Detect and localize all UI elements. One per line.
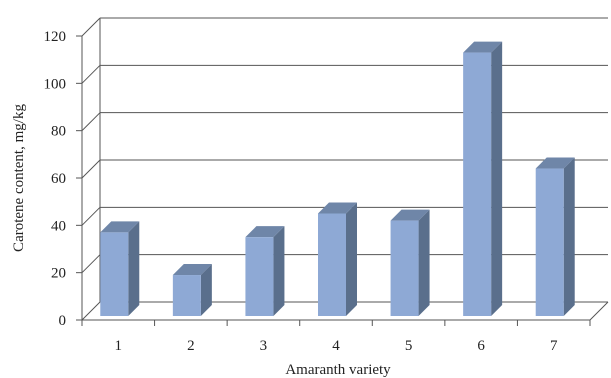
bar-top [172,264,212,276]
y-axis-label: Carotene content, mg/kg [11,104,27,252]
x-tick-label: 4 [332,338,340,354]
bar-side [128,221,140,316]
side-gridline-120 [81,17,101,37]
bar-front [172,275,201,316]
x-tick-label: 1 [115,338,123,354]
bar-front [245,237,274,316]
x-tick-label: 5 [405,338,413,354]
bar-top [390,209,430,221]
x-tick-label: 3 [260,338,268,354]
bar-4 [318,202,357,316]
side-gridline-80 [81,112,101,132]
bar-front [318,213,346,316]
floor-right-edge [589,301,609,321]
y-tick-label: 100 [44,76,67,92]
y-tick-label: 60 [51,171,66,187]
x-tick-label: 2 [187,338,195,354]
bar-front [100,232,129,316]
bar-5 [390,209,430,316]
x-axis-label: Amaranth variety [285,362,391,378]
bar-1 [100,221,140,316]
bar-top [100,221,140,233]
y-tick-label: 80 [51,124,66,140]
bar-side [418,209,430,316]
bar-top [318,202,357,214]
y-tick-label: 120 [44,29,67,45]
bar-top [245,226,285,238]
bar-7 [535,157,575,316]
y-tick-label: 0 [59,313,67,329]
bar-side [346,202,357,316]
y-tick-label: 40 [51,218,66,234]
x-tick-label: 7 [550,338,558,354]
bar-front [463,52,492,317]
side-gridline-0 [81,301,101,321]
bar-side [273,226,285,316]
x-tick-label: 6 [477,338,485,354]
bar-2 [172,264,212,316]
side-gridline-100 [81,64,101,84]
bars-layer [100,41,575,317]
side-gridline-40 [81,206,101,226]
bar-3 [245,226,285,316]
bar-top [463,41,503,53]
bar-front [390,220,419,316]
bar-side [563,157,575,316]
y-tick-label: 20 [51,266,66,282]
x-tick-labels: 1 2 3 4 5 6 7 [115,338,558,354]
bar-6 [463,41,503,317]
side-gridline-60 [81,159,101,179]
bar-side [200,264,212,316]
bar-front [535,168,564,316]
y-tick-labels: 0 20 40 60 80 100 120 [44,29,67,329]
side-gridline-20 [81,254,101,274]
bar-side [491,41,503,317]
bar-top [535,157,575,169]
